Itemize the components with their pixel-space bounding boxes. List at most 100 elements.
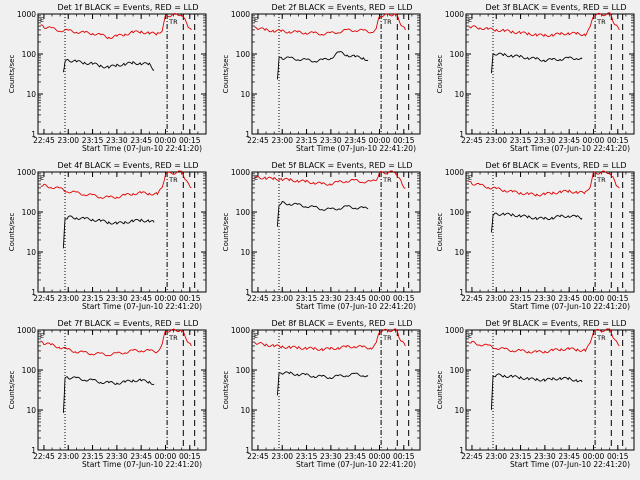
x-tick-label: 22:45: [33, 294, 55, 303]
x-tick-label: 23:30: [106, 136, 128, 145]
events-series-line: [276, 51, 369, 80]
y-tick-label: 10: [240, 90, 250, 99]
x-axis-label: Start Time (07-Jun-10 22:41:20): [82, 144, 202, 153]
y-tick-label: 10: [26, 406, 36, 415]
x-tick-label: 00:00: [583, 136, 605, 145]
x-tick-label: 23:30: [534, 294, 556, 303]
x-tick-label: 00:15: [607, 294, 629, 303]
lld-series-line: [40, 13, 192, 40]
y-tick-label: 1000: [231, 326, 250, 335]
chart-title: Det 2f BLACK = Events, RED = LLD: [271, 3, 412, 12]
x-tick-label: 23:00: [485, 294, 507, 303]
y-tick-label: 1: [245, 288, 250, 297]
x-tick-label: 23:00: [485, 136, 507, 145]
x-tick-label: 23:30: [320, 452, 342, 461]
x-tick-label: 00:15: [179, 294, 201, 303]
chart-title: Det 8f BLACK = Events, RED = LLD: [271, 319, 412, 328]
marker-label: TR: [596, 176, 606, 184]
chart-panel: Det 1f BLACK = Events, RED = LLD 1 10 100 10…: [8, 3, 207, 153]
x-tick-label: 22:45: [461, 136, 483, 145]
y-tick-label: 1: [245, 446, 250, 455]
plot-frame: [37, 13, 207, 135]
x-tick-label: 00:00: [155, 294, 177, 303]
x-tick-label: 23:45: [558, 136, 580, 145]
y-axis-label: Counts/sec: [222, 213, 230, 252]
events-series-line: [276, 371, 369, 396]
x-tick-label: 23:45: [130, 136, 152, 145]
x-tick-label: 23:30: [106, 294, 128, 303]
x-tick-label: 22:45: [247, 294, 269, 303]
x-tick-label: 23:15: [82, 136, 104, 145]
plot-frame: [37, 171, 207, 293]
chart-panel: Det 4f BLACK = Events, RED = LLD 1 10 100 10…: [8, 161, 207, 311]
chart-title: Det 9f BLACK = Events, RED = LLD: [485, 319, 626, 328]
x-tick-label: 23:45: [130, 294, 152, 303]
y-tick-label: 1000: [445, 168, 464, 177]
x-tick-label: 23:45: [344, 294, 366, 303]
chart-title: Det 3f BLACK = Events, RED = LLD: [485, 3, 626, 12]
y-axis-label: Counts/sec: [222, 55, 230, 94]
y-tick-label: 10: [454, 248, 464, 257]
chart-panel: Det 8f BLACK = Events, RED = LLD 1 10 100 10…: [222, 319, 421, 469]
x-axis-label: Start Time (07-Jun-10 22:41:20): [82, 460, 202, 469]
chart-panel: Det 3f BLACK = Events, RED = LLD 1 10 100 10…: [436, 3, 635, 153]
x-tick-label: 00:00: [583, 294, 605, 303]
x-tick-label: 00:15: [607, 452, 629, 461]
x-tick-label: 23:15: [510, 136, 532, 145]
x-tick-label: 23:15: [296, 294, 318, 303]
y-tick-label: 100: [236, 50, 251, 59]
x-tick-label: 23:00: [485, 452, 507, 461]
x-tick-label: 00:00: [369, 136, 391, 145]
x-axis-label: Start Time (07-Jun-10 22:41:20): [296, 144, 416, 153]
x-axis-label: Start Time (07-Jun-10 22:41:20): [296, 302, 416, 311]
lld-series-line: [468, 328, 620, 354]
chart-panel: Det 6f BLACK = Events, RED = LLD 1 10 100 10…: [436, 161, 635, 311]
x-tick-label: 23:00: [271, 136, 293, 145]
lld-series-line: [254, 328, 406, 352]
events-series-line: [276, 200, 369, 227]
x-tick-label: 00:00: [369, 452, 391, 461]
y-tick-label: 100: [450, 50, 465, 59]
x-tick-label: 00:00: [583, 452, 605, 461]
plot-frame: [251, 13, 421, 135]
x-axis-label: Start Time (07-Jun-10 22:41:20): [510, 144, 630, 153]
plot-frame: [251, 329, 421, 451]
x-axis-label: Start Time (07-Jun-10 22:41:20): [82, 302, 202, 311]
x-tick-label: 23:15: [296, 452, 318, 461]
marker-label: TR: [168, 18, 178, 26]
chart-title: Det 7f BLACK = Events, RED = LLD: [57, 319, 198, 328]
x-tick-label: 22:45: [247, 136, 269, 145]
x-tick-label: 23:45: [558, 452, 580, 461]
x-tick-label: 00:15: [179, 136, 201, 145]
x-tick-label: 23:00: [57, 452, 79, 461]
events-series-line: [62, 58, 155, 73]
y-tick-label: 1000: [17, 168, 36, 177]
y-tick-label: 10: [26, 90, 36, 99]
events-series-line: [62, 376, 155, 413]
x-tick-label: 00:00: [369, 294, 391, 303]
y-tick-label: 10: [26, 248, 36, 257]
x-tick-label: 23:45: [130, 452, 152, 461]
y-tick-label: 100: [22, 50, 37, 59]
y-tick-label: 1: [245, 130, 250, 139]
y-tick-label: 10: [240, 248, 250, 257]
marker-label: E: [40, 332, 44, 340]
x-tick-label: 23:45: [344, 452, 366, 461]
plot-frame: [251, 171, 421, 293]
x-tick-label: 23:45: [344, 136, 366, 145]
x-tick-label: 23:15: [82, 294, 104, 303]
y-axis-label: Counts/sec: [8, 213, 16, 252]
lld-series-line: [40, 170, 192, 199]
y-tick-label: 100: [450, 208, 465, 217]
x-tick-label: 23:15: [510, 452, 532, 461]
y-tick-label: 10: [240, 406, 250, 415]
marker-label: E: [254, 332, 258, 340]
y-tick-label: 1: [459, 288, 464, 297]
y-axis-label: Counts/sec: [8, 55, 16, 94]
x-tick-label: 00:00: [155, 136, 177, 145]
plot-frame: [465, 329, 635, 451]
marker-label: TR: [168, 176, 178, 184]
y-tick-label: 1000: [445, 326, 464, 335]
x-axis-label: Start Time (07-Jun-10 22:41:20): [510, 460, 630, 469]
y-tick-label: 10: [454, 406, 464, 415]
